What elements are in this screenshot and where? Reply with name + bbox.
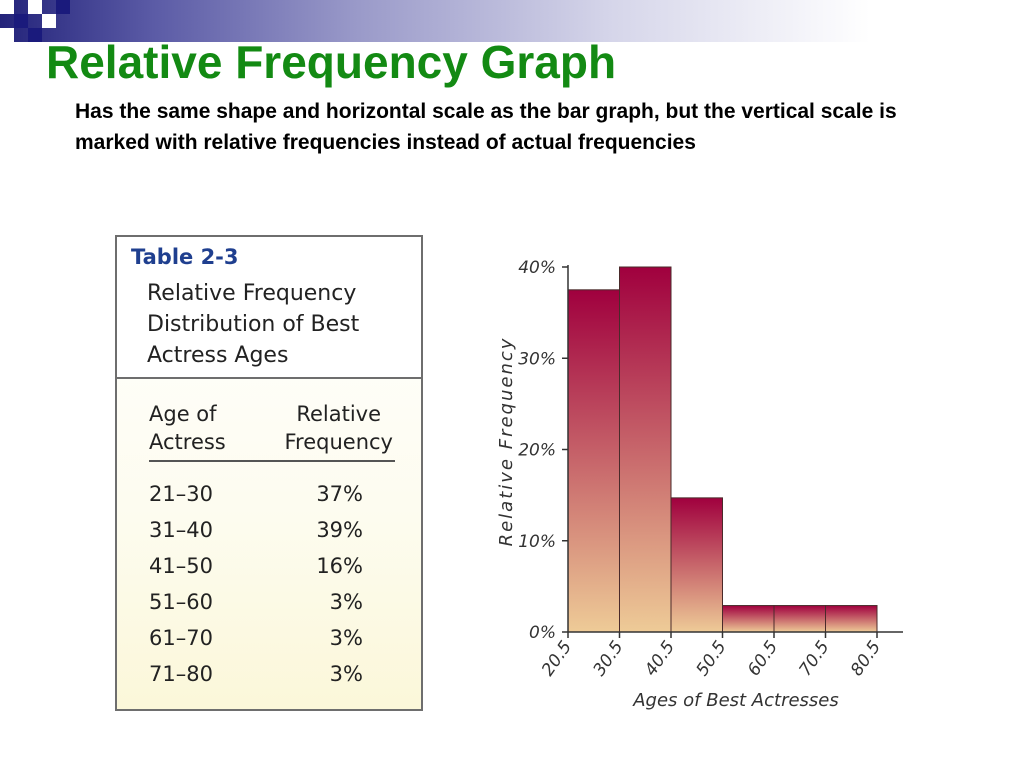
x-tick-label: 40.5 [641,637,679,679]
x-axis-title: Ages of Best Actresses [632,690,839,711]
deco-square [28,0,42,14]
deco-square [14,14,28,28]
table-row-age: 41–50 [149,554,213,578]
table-caption-line: Relative Frequency [147,281,357,306]
table-caption-line: Distribution of Best [147,312,360,337]
relative-frequency-histogram: 0% 10% 20% 30% 40% 20.5 30.5 40.5 50.5 60.5 70.5 80… [496,258,903,711]
bar-group [567,266,878,633]
frequency-table: Table 2-3 Relative Frequency Distributio… [115,235,423,711]
column-header-line: Frequency [284,430,394,454]
table-row-age: 31–40 [149,518,213,542]
table-row-value: 3% [329,626,363,650]
histogram-bar [619,266,672,633]
column-header-line: Actress [149,430,226,454]
y-tick-label: 20% [518,441,556,461]
axes [562,265,903,638]
y-tick-label: 0% [529,623,556,643]
slide-subtitle: Has the same shape and horizontal scale … [75,100,897,154]
table-caption-line: Actress Ages [147,343,289,368]
column-header-rule [149,460,395,462]
histogram-bar [567,289,620,633]
table-row-value: 37% [316,482,363,506]
table-row-age: 51–60 [149,590,213,614]
column-header-frequency: Relative Frequency [285,400,394,456]
y-tick-label: 40% [518,258,556,278]
deco-square [14,42,28,56]
table-label: Table 2-3 [131,245,239,269]
histogram-bar [825,605,878,633]
deco-square [42,14,56,28]
table-header: Table 2-3 Relative Frequency Distributio… [117,237,421,379]
column-header-line: Relative [296,402,381,426]
y-tick-label: 30% [518,349,556,369]
table-row-value: 3% [329,662,363,686]
histogram-bar [670,497,723,633]
deco-square [28,28,42,42]
decorative-squares [0,0,80,64]
table-row-age: 21–30 [149,482,213,506]
x-tick-label: 70.5 [795,637,833,679]
x-tick-label: 60.5 [744,637,782,679]
histogram-bar [722,605,775,633]
table-row-age: 61–70 [149,626,213,650]
table-row-value: 39% [316,518,363,542]
deco-square [0,28,14,42]
x-tick-label: 30.5 [589,637,627,679]
slide-title: Relative Frequency Graph [46,36,617,88]
y-tick-label: 10% [518,532,556,552]
table-row-value: 3% [329,590,363,614]
x-tick-label: 20.5 [538,637,576,679]
x-tick-label: 50.5 [692,637,730,679]
deco-square [0,0,14,14]
y-axis-title: Relative Frequency [496,337,517,547]
column-header-age: Age of Actress [149,400,226,456]
table-row-age: 71–80 [149,662,213,686]
deco-square [56,0,70,14]
header-gradient-bar [0,0,1024,42]
x-tick-label: 80.5 [847,637,885,679]
table-row-value: 16% [316,554,363,578]
histogram-bar [773,605,826,633]
column-header-line: Age of [149,402,217,426]
